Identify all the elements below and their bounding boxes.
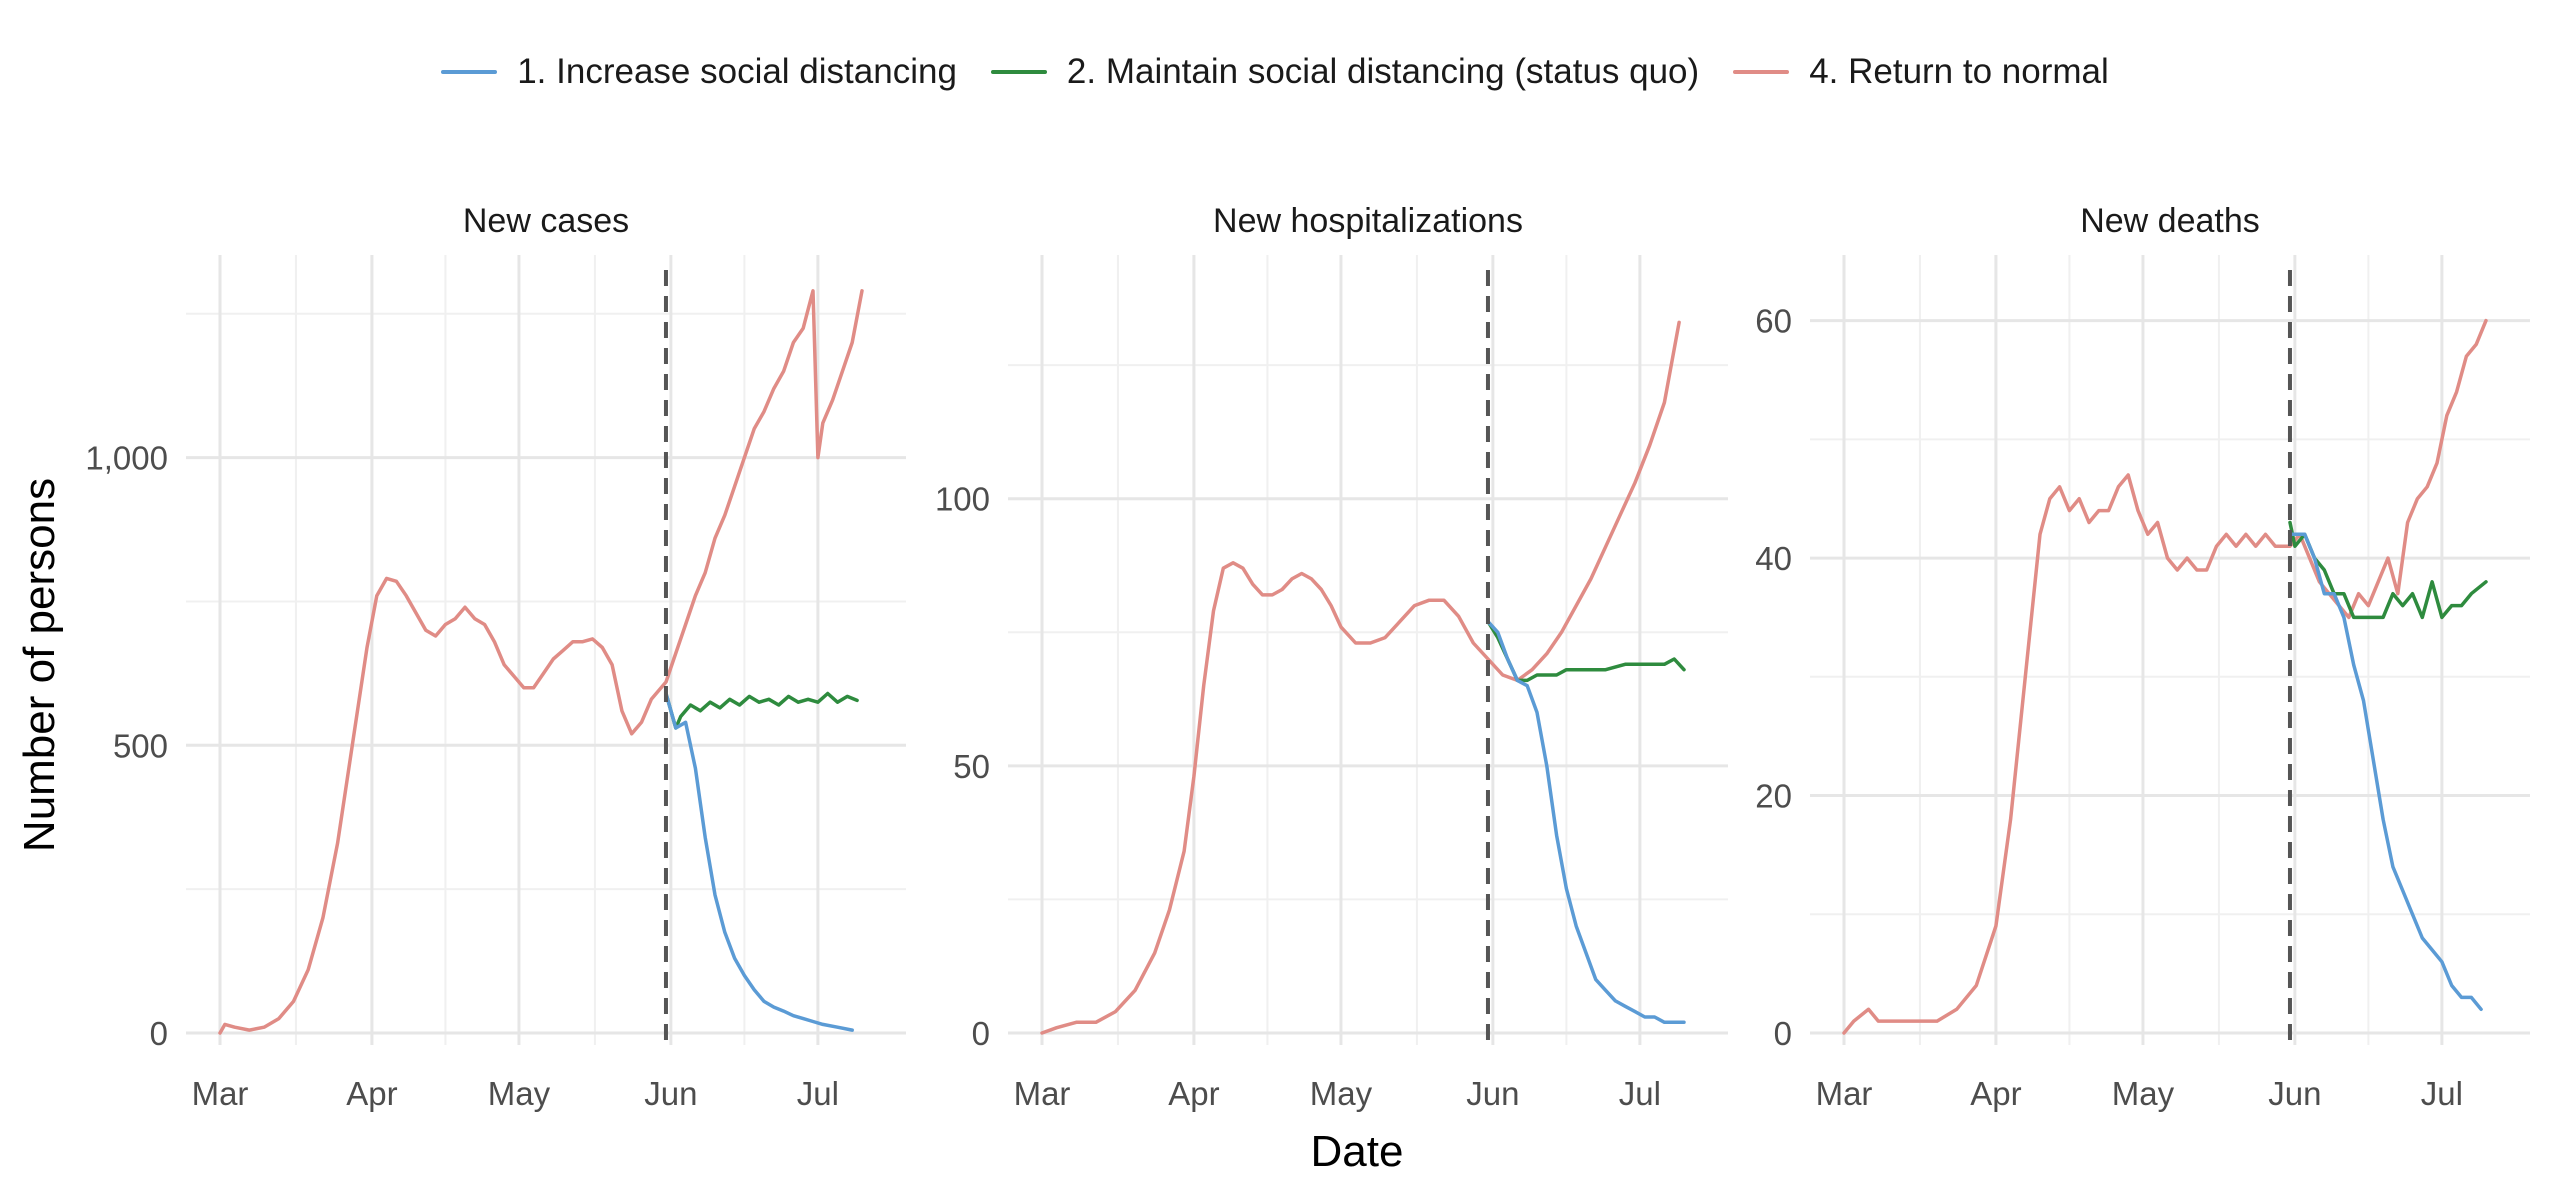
y-tick-label: 20 bbox=[1755, 778, 1792, 815]
x-tick-label: Jul bbox=[1619, 1075, 1661, 1112]
legend-label-increase: 1. Increase social distancing bbox=[517, 52, 957, 91]
x-tick-label: Mar bbox=[192, 1075, 249, 1112]
x-tick-label: Apr bbox=[346, 1075, 397, 1112]
x-tick-label: Jul bbox=[2421, 1075, 2463, 1112]
x-tick-label: Jul bbox=[797, 1075, 839, 1112]
x-tick-label: Apr bbox=[1970, 1075, 2021, 1112]
legend-label-maintain: 2. Maintain social distancing (status qu… bbox=[1066, 52, 1700, 91]
y-tick-label: 0 bbox=[150, 1015, 168, 1052]
x-tick-label: Jun bbox=[1466, 1075, 1519, 1112]
x-axis-label: Date bbox=[1310, 1127, 1404, 1176]
y-tick-label: 0 bbox=[972, 1015, 990, 1052]
x-tick-label: Jun bbox=[644, 1075, 697, 1112]
y-tick-label: 40 bbox=[1755, 540, 1792, 577]
y-tick-label: 0 bbox=[1774, 1015, 1792, 1052]
y-tick-label: 100 bbox=[935, 481, 990, 518]
y-tick-label: 500 bbox=[113, 727, 168, 764]
x-tick-label: Mar bbox=[1014, 1075, 1071, 1112]
series-line-1 bbox=[664, 691, 854, 1032]
y-tick-label: 1,000 bbox=[85, 440, 168, 477]
x-tick-label: Jun bbox=[2268, 1075, 2321, 1112]
series-line-3 bbox=[218, 289, 864, 1035]
legend-key-maintain bbox=[990, 70, 1047, 74]
series-line-2 bbox=[664, 691, 859, 730]
panel-title: New cases bbox=[463, 202, 629, 240]
panel-2: 0 50 100 Mar Apr May Jun Jul New hospitalization… bbox=[935, 202, 1728, 1112]
legend: 1. Increase social distancing 2. Maintai… bbox=[0, 52, 2550, 92]
series-line-2 bbox=[2288, 520, 2488, 620]
legend-item-maintain: 2. Maintain social distancing (status qu… bbox=[990, 52, 1700, 92]
x-tick-label: May bbox=[488, 1075, 551, 1112]
series-line-1 bbox=[2288, 532, 2483, 1012]
x-tick-label: Apr bbox=[1168, 1075, 1219, 1112]
panel-title: New deaths bbox=[2080, 202, 2260, 240]
legend-item-increase: 1. Increase social distancing bbox=[441, 52, 957, 92]
legend-item-return: 4. Return to normal bbox=[1733, 52, 2109, 92]
panel-3: 0 20 40 60 Mar Apr May Jun Jul New deaths bbox=[1755, 202, 2530, 1112]
y-axis-label: Number of persons bbox=[15, 477, 64, 853]
series-line-3 bbox=[1040, 320, 1681, 1035]
series-line-1 bbox=[1486, 619, 1686, 1025]
x-tick-label: Mar bbox=[1816, 1075, 1873, 1112]
series-line-2 bbox=[1486, 619, 1686, 683]
y-tick-label: 60 bbox=[1755, 303, 1792, 340]
x-tick-label: May bbox=[2112, 1075, 2175, 1112]
panel-1: 0 500 1,000 Mar Apr May Jun Jul New cases bbox=[85, 202, 906, 1112]
legend-label-return: 4. Return to normal bbox=[1809, 52, 2109, 91]
legend-key-return bbox=[1733, 70, 1790, 74]
x-tick-label: May bbox=[1310, 1075, 1373, 1112]
legend-key-increase bbox=[441, 70, 498, 74]
panel-title: New hospitalizations bbox=[1213, 202, 1523, 240]
series-line-3 bbox=[1842, 318, 2488, 1035]
y-tick-label: 50 bbox=[953, 748, 990, 785]
